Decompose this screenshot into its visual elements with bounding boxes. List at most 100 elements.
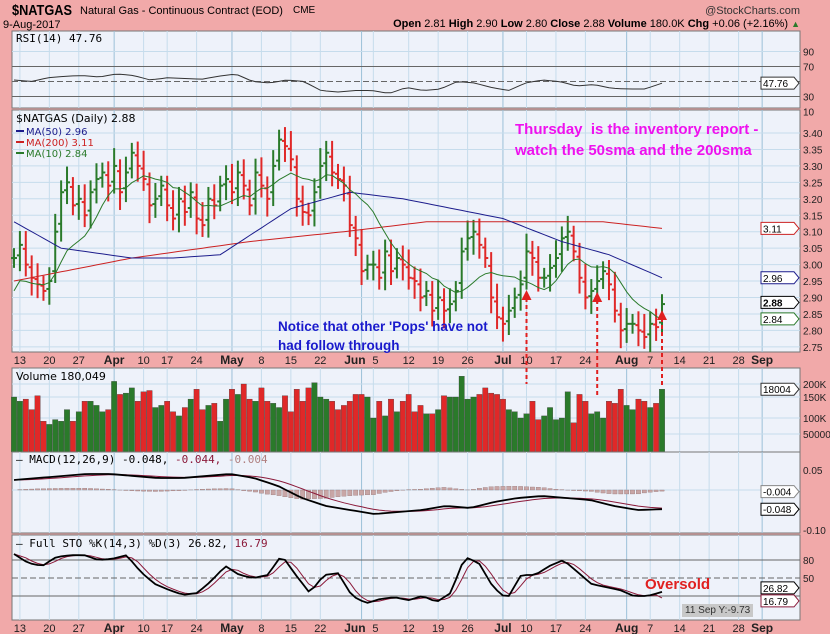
date-tick-label: 19: [432, 623, 444, 634]
volume-bar: [246, 398, 253, 453]
price-bar: [535, 246, 542, 292]
price-bar: [541, 267, 548, 288]
macd-histogram-bar: [259, 489, 264, 494]
price-bar: [464, 220, 471, 261]
volume-bar: [447, 396, 453, 453]
date-tick-label: 8: [258, 623, 264, 634]
open-label: Open: [393, 18, 422, 30]
volume-bar: [576, 394, 583, 453]
macd-histogram-bar: [135, 489, 141, 492]
chg-label: Chg: [687, 18, 710, 30]
macd-histogram-bar: [170, 489, 176, 492]
volume-bar: [64, 409, 70, 453]
volume-bar: [240, 383, 247, 453]
price-tick-label: 3.30: [803, 162, 823, 173]
sto-d-tag-box: [760, 594, 800, 608]
macd-histogram-bar: [535, 487, 541, 491]
price-bar: [317, 148, 324, 199]
price-bar: [287, 131, 294, 172]
sto-k-tag-text: 26.82: [763, 584, 788, 595]
macd-title: — MACD(12,26,9) -0.048, -0.044, -0.004: [16, 453, 268, 466]
price-bar: [358, 229, 365, 285]
volume-bar: [158, 405, 165, 453]
volume-panel: Volume 180,049: [11, 367, 801, 453]
price-bar: [552, 240, 559, 278]
volume-bar: [140, 391, 147, 453]
inventory-annotation-line1: Thursday is the inventory report -: [515, 121, 759, 138]
price-bar: [258, 157, 265, 198]
price-bar: [641, 313, 648, 349]
macd-histogram-bar: [630, 489, 635, 495]
price-title: $NATGAS (Daily) 2.88: [16, 112, 136, 125]
price-bar: [405, 249, 412, 290]
legend-ma10: MA(10) 2.84: [16, 149, 87, 160]
volume-bar: [181, 407, 188, 453]
chg-value: +0.06 (+2.16%): [712, 18, 789, 30]
price-bar: [570, 225, 577, 262]
volume-value: 180.0K: [649, 18, 685, 30]
sto-title-main: — Full STO %K(14,3) %D(3) 26.82,: [16, 537, 228, 550]
price-tick-label: 2.95: [803, 277, 823, 288]
macd-histogram-bar: [659, 489, 665, 492]
volume-bar: [647, 407, 654, 453]
sto-tick-label: 80: [803, 556, 815, 567]
price-bar: [52, 213, 59, 284]
macd-histogram-bar: [253, 489, 258, 493]
macd-histogram-bar: [353, 489, 359, 496]
price-bar: [588, 279, 595, 314]
macd-histogram-bar: [147, 489, 152, 492]
price-bar: [223, 165, 230, 201]
macd-histogram-bar: [459, 489, 465, 491]
price-bar: [629, 313, 636, 334]
price-bar: [69, 177, 76, 216]
price-bar: [293, 155, 300, 217]
pops-annotation: Notice that other 'Pops' have not had fo…: [278, 317, 488, 355]
volume-tick-label: 50000: [803, 430, 830, 441]
volume-bar: [264, 401, 271, 453]
price-tick-label: 2.90: [803, 294, 823, 305]
macd-histogram-bar: [329, 489, 335, 498]
price-bar: [170, 190, 177, 231]
price-bar: [329, 140, 336, 187]
volume-bar: [299, 401, 306, 453]
volume-bar: [341, 405, 347, 453]
inventory-annotation: Thursday is the inventory report - watch…: [515, 119, 758, 161]
price-bar: [64, 166, 71, 205]
volume-bar: [464, 398, 471, 453]
date-tick-label: 15: [285, 355, 297, 367]
date-tick-label: Sep: [751, 621, 773, 634]
volume-bar: [476, 394, 483, 453]
date-tick-label: 8: [258, 355, 264, 367]
rsi-tick-label: 90: [803, 48, 815, 59]
volume-bar: [270, 403, 277, 453]
price-bar: [128, 142, 135, 179]
macd-histogram-bar: [447, 487, 453, 491]
price-tick-label: 3.20: [803, 195, 823, 206]
macd-histogram-bar: [76, 488, 82, 491]
volume-bar: [211, 403, 218, 453]
rsi-line: [13, 73, 663, 94]
date-tick-label: Apr: [104, 353, 125, 367]
volume-bar: [288, 411, 294, 453]
macd-histogram-bar: [229, 488, 235, 491]
price-bar: [435, 279, 442, 320]
price-bar: [417, 268, 424, 312]
price-bar: [111, 148, 118, 194]
macd-histogram-bar: [412, 489, 417, 491]
price-bar: [270, 150, 277, 207]
brand-link[interactable]: @StockCharts.com: [705, 5, 800, 17]
macd-value-tag-text: -0.048: [763, 505, 792, 516]
red-arrow-annotation: [657, 310, 667, 388]
macd-histogram-bar: [164, 489, 170, 492]
macd-histogram-bar: [388, 489, 394, 492]
volume-bar: [335, 409, 341, 453]
price-bar: [558, 226, 565, 272]
volume-bar: [329, 401, 335, 453]
volume-bar: [394, 411, 400, 453]
date-tick-label: 24: [579, 355, 591, 367]
volume-bar: [134, 401, 141, 453]
sto-k-tag: 26.82: [760, 581, 800, 595]
date-tick-label: 14: [674, 623, 686, 634]
price-bar: [187, 182, 194, 218]
